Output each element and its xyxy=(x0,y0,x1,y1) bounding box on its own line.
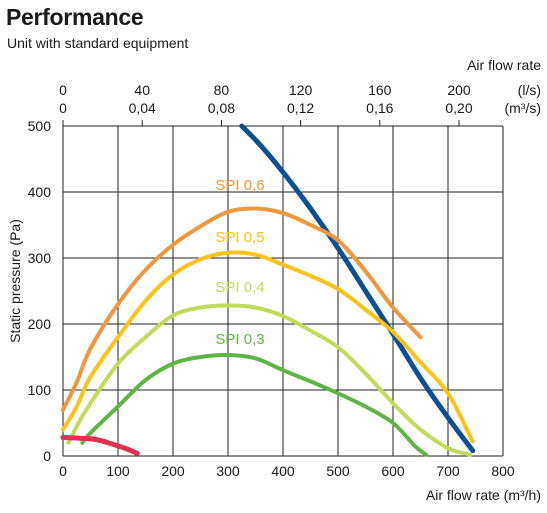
y-tick-label: 0 xyxy=(43,448,51,464)
series-label: SPI 0,3 xyxy=(215,331,264,348)
top-axis-unit-m3s: (m³/s) xyxy=(504,100,541,116)
y-tick-label: 400 xyxy=(28,184,52,200)
top-tick-label-m3s: 0 xyxy=(59,100,67,116)
top-tick-label-m3s: 0,04 xyxy=(129,100,156,116)
x-tick-label: 0 xyxy=(59,463,67,479)
x-tick-label: 800 xyxy=(491,463,515,479)
x-axis-title: Air flow rate (m³/h) xyxy=(426,487,541,503)
x-tick-label: 500 xyxy=(326,463,350,479)
top-tick-label-m3s: 0,12 xyxy=(287,100,314,116)
top-tick-label-ls: 0 xyxy=(59,82,67,98)
y-axis-title: Static pressure (Pa) xyxy=(7,219,23,343)
top-axis-unit-ls: (l/s) xyxy=(518,82,541,98)
y-tick-label: 200 xyxy=(28,316,52,332)
page-subtitle: Unit with standard equipment xyxy=(7,35,189,51)
top-tick-label-ls: 40 xyxy=(134,82,150,98)
page-title: Performance xyxy=(6,4,144,30)
series-label: SPI 0,4 xyxy=(215,279,264,296)
top-tick-label-m3s: 0,08 xyxy=(208,100,235,116)
top-tick-label-ls: 120 xyxy=(289,82,313,98)
y-tick-label: 500 xyxy=(28,118,52,134)
x-tick-label: 300 xyxy=(216,463,240,479)
x-tick-label: 200 xyxy=(161,463,185,479)
x-tick-label: 100 xyxy=(106,463,130,479)
x-tick-label: 600 xyxy=(381,463,405,479)
x-tick-label: 400 xyxy=(271,463,295,479)
y-tick-label: 300 xyxy=(28,250,52,266)
label-layer: SPI 0,6 SPI 0,5 SPI 0,4 SPI 0,3 0 100 200 300 40… xyxy=(7,57,541,503)
series-line-2 xyxy=(61,206,423,412)
top-tick-label-ls: 80 xyxy=(214,82,230,98)
top-tick-label-m3s: 0,20 xyxy=(445,100,472,116)
series-layer xyxy=(60,123,476,457)
top-tick-label-ls: 160 xyxy=(368,82,392,98)
series-line-1 xyxy=(239,123,476,454)
series-label: SPI 0,6 xyxy=(215,177,264,194)
y-tick-label: 100 xyxy=(28,382,52,398)
top-tick-label-ls: 200 xyxy=(447,82,471,98)
top-tick-label-m3s: 0,16 xyxy=(366,100,393,116)
series-line-4 xyxy=(66,303,472,457)
top-axis-title: Air flow rate xyxy=(467,57,541,73)
x-tick-label: 700 xyxy=(436,463,460,479)
axis-layer xyxy=(62,120,460,126)
series-label: SPI 0,5 xyxy=(215,229,264,246)
series-line-3 xyxy=(61,250,475,444)
series-line-5 xyxy=(80,352,428,457)
series-line-6 xyxy=(60,435,140,456)
